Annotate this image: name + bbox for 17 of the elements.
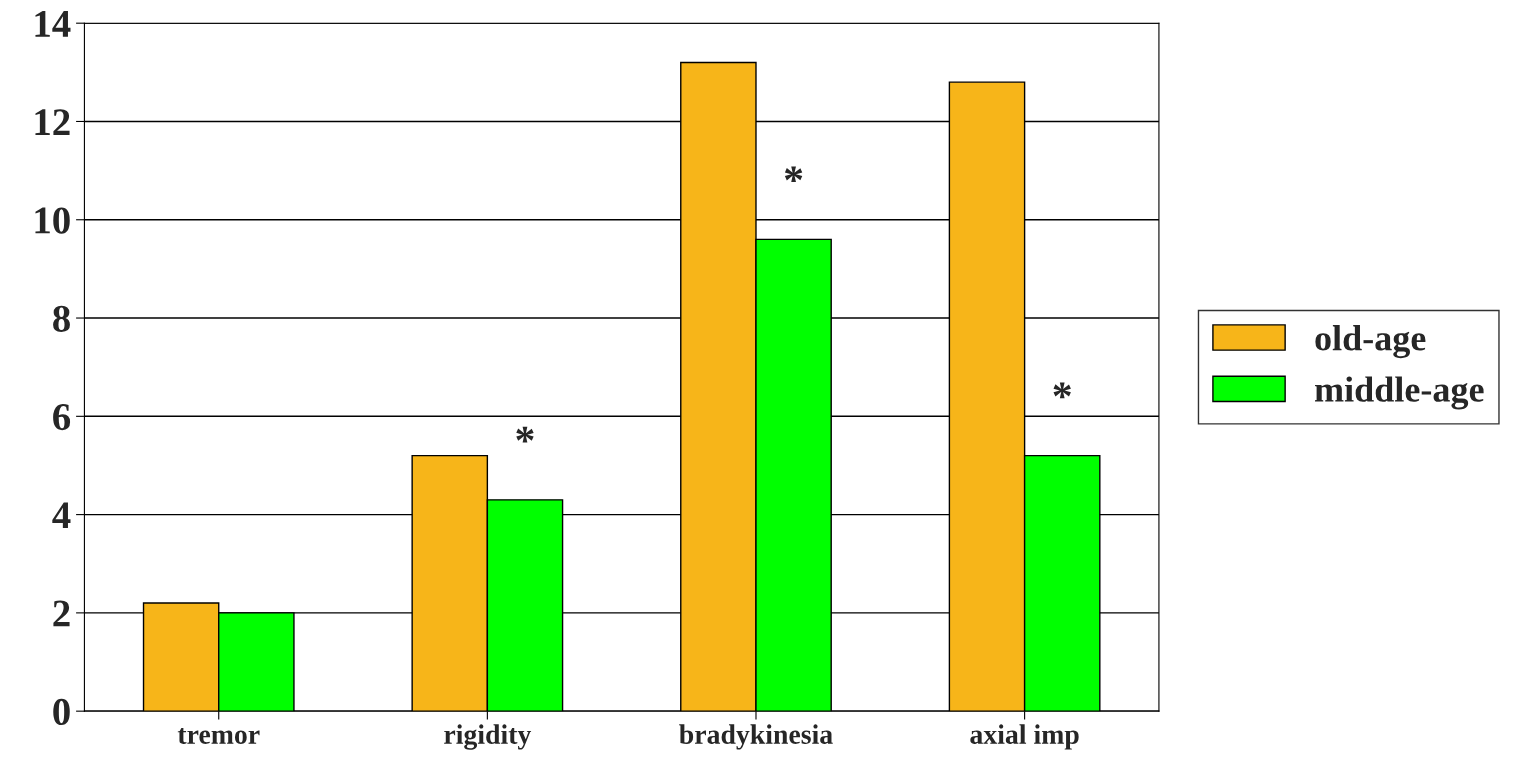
annotation: * bbox=[784, 166, 803, 183]
y-tick-label: 0 bbox=[53, 698, 70, 726]
y-tick-label: 14 bbox=[35, 11, 71, 37]
y-tick-label: 10 bbox=[35, 207, 70, 234]
legend-label: middle-age bbox=[1315, 376, 1484, 410]
y-tick-label: 12 bbox=[35, 109, 70, 135]
x-tick-label: axial imp bbox=[970, 724, 1079, 750]
y-tick-label: 6 bbox=[53, 404, 71, 431]
x-tick-label: tremor bbox=[177, 727, 260, 744]
x-tick-label: bradykinesia bbox=[679, 724, 833, 750]
y-tick-label: 4 bbox=[52, 502, 71, 529]
y-tick-label: 8 bbox=[53, 305, 70, 332]
annotation: * bbox=[516, 426, 534, 443]
y-tick-label: 2 bbox=[53, 600, 70, 627]
legend-label: old-age bbox=[1315, 325, 1426, 359]
x-tick-label: rigidity bbox=[444, 724, 532, 750]
annotation: * bbox=[1053, 382, 1071, 399]
